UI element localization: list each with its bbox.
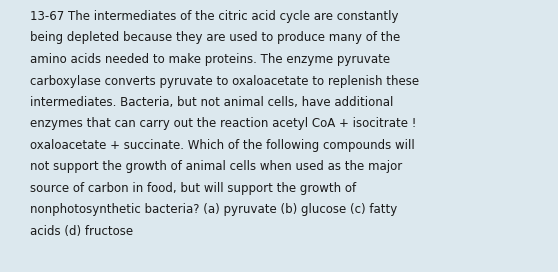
Text: not support the growth of animal cells when used as the major: not support the growth of animal cells w… <box>30 160 402 174</box>
Text: being depleted because they are used to produce many of the: being depleted because they are used to … <box>30 32 400 45</box>
Text: intermediates. Bacteria, but not animal cells, have additional: intermediates. Bacteria, but not animal … <box>30 96 393 109</box>
Text: source of carbon in food, but will support the growth of: source of carbon in food, but will suppo… <box>30 182 356 195</box>
Text: carboxylase converts pyruvate to oxaloacetate to replenish these: carboxylase converts pyruvate to oxaloac… <box>30 75 419 88</box>
Text: amino acids needed to make proteins. The enzyme pyruvate: amino acids needed to make proteins. The… <box>30 53 390 66</box>
Text: enzymes that can carry out the reaction acetyl CoA + isocitrate !: enzymes that can carry out the reaction … <box>30 118 416 131</box>
Text: 13-67 The intermediates of the citric acid cycle are constantly: 13-67 The intermediates of the citric ac… <box>30 10 398 23</box>
Text: acids (d) fructose: acids (d) fructose <box>30 225 133 238</box>
Text: nonphotosynthetic bacteria? (a) pyruvate (b) glucose (c) fatty: nonphotosynthetic bacteria? (a) pyruvate… <box>30 203 397 217</box>
Text: oxaloacetate + succinate. Which of the following compounds will: oxaloacetate + succinate. Which of the f… <box>30 139 415 152</box>
